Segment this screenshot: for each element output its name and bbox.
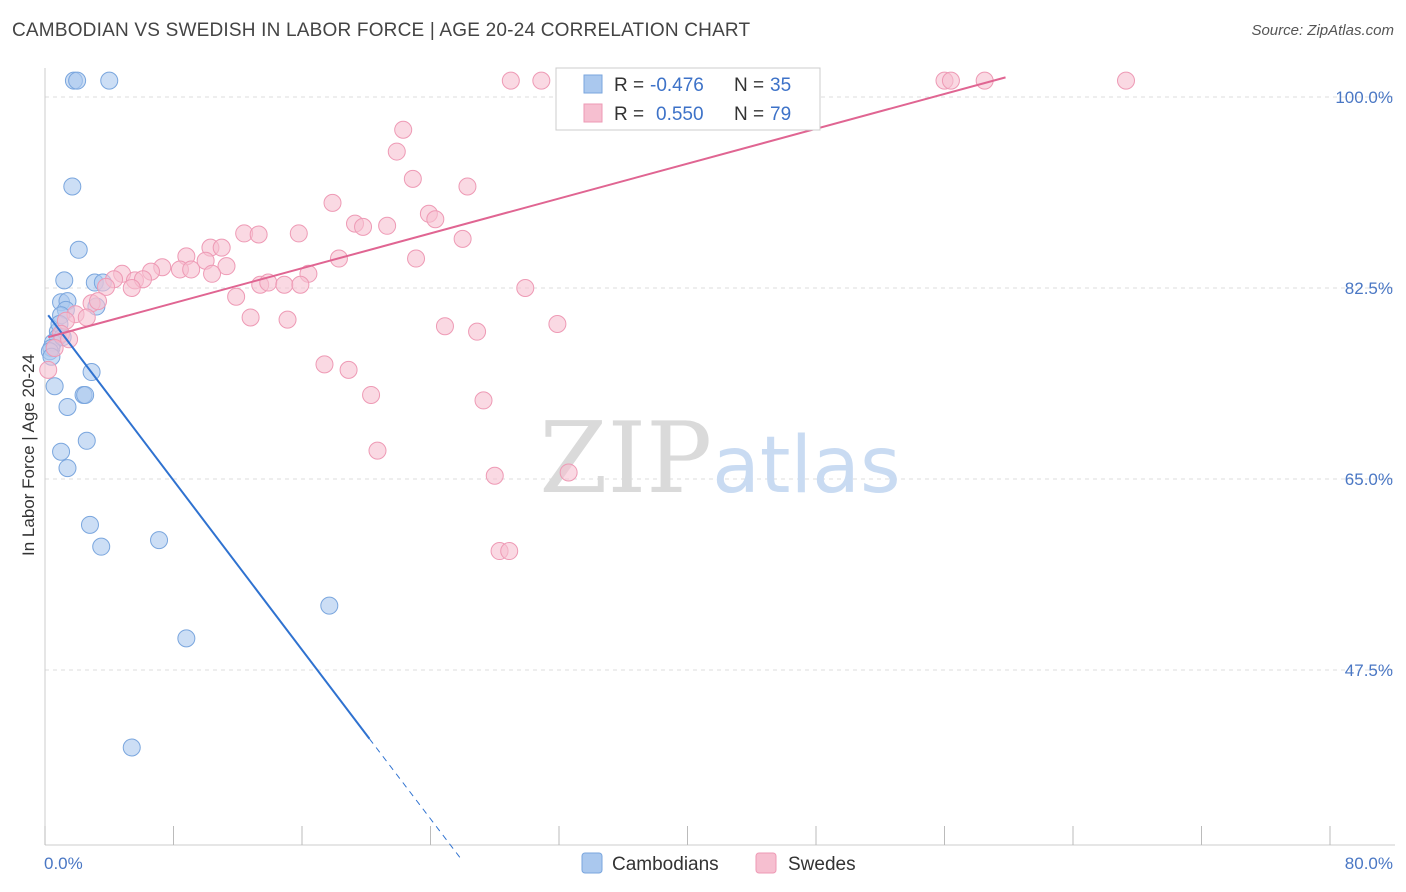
- cambodians-trend-line: [47, 314, 371, 740]
- legend-n-value-cambodians: 35: [770, 75, 791, 96]
- swede-point-17: [387, 142, 406, 161]
- y-tick-label-2: 82.5%: [1345, 279, 1393, 298]
- cambodian-point-2: [100, 71, 119, 90]
- swede-point-63: [435, 317, 454, 336]
- swede-point-56: [89, 292, 108, 311]
- swede-point-68: [39, 360, 58, 379]
- swede-point-25: [354, 217, 373, 236]
- cambodian-point-31: [122, 738, 141, 757]
- swede-point-73: [368, 441, 387, 460]
- swede-point-16: [394, 120, 413, 139]
- legend-n-label: N =: [734, 104, 764, 125]
- cambodian-point-26: [80, 515, 99, 534]
- swede-point-24: [378, 216, 397, 235]
- swede-point-18: [403, 169, 422, 188]
- watermark-zip: ZIP: [539, 402, 712, 516]
- swede-point-53: [516, 279, 535, 297]
- swede-point-74: [485, 466, 504, 485]
- y-tick-labels: 47.5% 65.0% 82.5% 100.0%: [1335, 88, 1393, 680]
- chart-title: CAMBODIAN VS SWEDISH IN LABOR FORCE | AG…: [12, 20, 751, 41]
- cambodian-point-25: [58, 459, 77, 478]
- cambodian-point-19: [45, 377, 64, 396]
- swede-point-19: [458, 177, 477, 196]
- cambodian-point-28: [150, 531, 169, 550]
- swede-point-69: [315, 355, 334, 374]
- swede-point-70: [339, 360, 358, 379]
- cambodian-point-3: [63, 177, 82, 196]
- legend-swatch-cambodians: [583, 74, 603, 94]
- legend-r-label: R =: [614, 75, 644, 96]
- legend-r-value-cambodians: -0.476: [650, 75, 704, 96]
- legend-swatch-swedes: [755, 852, 777, 874]
- source-label: Source: ZipAtlas.com: [1251, 22, 1394, 39]
- swede-point-67: [45, 339, 64, 358]
- x-tick-label-1: 80.0%: [1345, 854, 1393, 873]
- watermark-atlas: atlas: [712, 421, 901, 511]
- legend-n-label: N =: [734, 75, 764, 96]
- swede-point-71: [362, 385, 381, 404]
- swede-point-62: [548, 315, 567, 334]
- legend-r-value-swedes: 0.550: [656, 104, 704, 125]
- swede-point-75: [559, 463, 578, 482]
- cambodian-point-21: [76, 385, 95, 404]
- swede-point-31: [212, 238, 231, 257]
- swede-point-1: [532, 71, 551, 90]
- swede-point-60: [241, 308, 260, 327]
- swede-point-36: [217, 257, 236, 276]
- y-tick-label-0: 47.5%: [1345, 661, 1393, 680]
- cambodian-point-5: [55, 271, 74, 290]
- swede-point-0: [501, 71, 520, 90]
- x-tick-label-0: 0.0%: [44, 854, 83, 873]
- swede-point-51: [122, 279, 141, 297]
- cambodians-points: [40, 71, 339, 757]
- series-legend: Cambodians Swedes: [581, 852, 856, 875]
- cambodians-trend-extension: [369, 738, 464, 862]
- legend-label-swedes: Swedes: [788, 854, 856, 875]
- cambodian-point-29: [320, 596, 339, 615]
- cambodian-point-23: [52, 442, 71, 461]
- trend-lines: [47, 76, 1006, 862]
- legend-label-cambodians: Cambodians: [612, 854, 719, 875]
- watermark: ZIPatlas: [539, 402, 900, 516]
- swede-point-54: [227, 287, 246, 306]
- swede-point-33: [407, 249, 426, 268]
- correlation-legend: R = -0.476 N = 35 R = 0.550 N = 79: [555, 67, 821, 131]
- legend-swatch-cambodians: [581, 852, 603, 874]
- swede-point-20: [323, 193, 342, 212]
- swedes-trend-line: [47, 76, 1006, 339]
- swede-point-77: [500, 542, 519, 561]
- cambodian-point-1: [68, 71, 87, 90]
- cambodian-point-30: [177, 629, 196, 648]
- cambodian-point-24: [77, 431, 96, 450]
- legend-r-label: R =: [614, 104, 644, 125]
- swede-point-64: [468, 322, 487, 341]
- swede-point-61: [278, 310, 297, 329]
- swede-point-52: [97, 277, 116, 296]
- cambodian-point-4: [69, 240, 88, 259]
- swede-point-28: [289, 224, 308, 243]
- swede-point-39: [182, 260, 201, 279]
- swede-point-49: [275, 275, 294, 294]
- legend-swatch-swedes: [583, 103, 603, 123]
- swede-point-72: [474, 391, 493, 410]
- cambodian-point-22: [58, 397, 77, 416]
- y-tick-label-3: 100.0%: [1335, 88, 1393, 107]
- cambodian-point-27: [92, 537, 111, 556]
- y-tick-label-1: 65.0%: [1345, 470, 1393, 489]
- swede-point-9: [941, 71, 960, 90]
- legend-n-value-swedes: 79: [770, 104, 791, 125]
- grid-lines: [45, 96, 1395, 671]
- swede-point-22: [426, 210, 445, 229]
- swede-point-58: [77, 308, 96, 327]
- swede-point-50: [291, 275, 310, 294]
- axes: [44, 68, 1395, 846]
- swede-point-11: [1117, 71, 1136, 90]
- swede-point-41: [203, 264, 222, 283]
- swede-point-27: [249, 225, 268, 244]
- y-axis-label: In Labor Force | Age 20-24: [19, 354, 38, 556]
- swede-point-29: [453, 229, 472, 248]
- x-tick-labels: 0.0% 80.0%: [44, 854, 1393, 873]
